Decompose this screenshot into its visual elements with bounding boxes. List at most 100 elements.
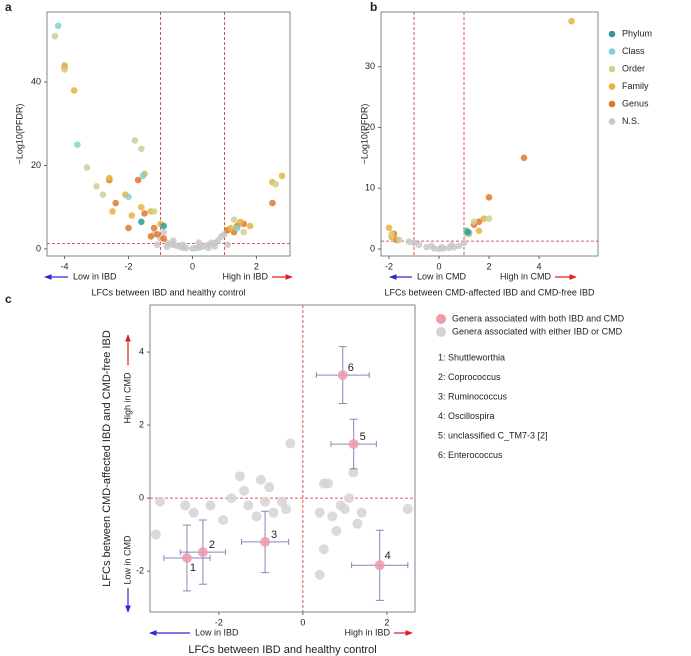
- point: [226, 493, 237, 504]
- point: [568, 17, 575, 25]
- point: [240, 228, 247, 236]
- point: [423, 243, 430, 251]
- y-tick-label: 2: [139, 419, 144, 429]
- annotation: High in CMD: [500, 271, 552, 281]
- point: [154, 241, 161, 249]
- x-tick-label: 2: [254, 261, 259, 271]
- point: [314, 507, 325, 518]
- legend-marker: [608, 30, 616, 38]
- point: [388, 230, 395, 238]
- legend-label: Family: [622, 81, 649, 91]
- point: [180, 500, 191, 511]
- legend-marker: [608, 100, 616, 108]
- annotation: Low in IBD: [73, 271, 117, 281]
- x-tick-label: -2: [125, 261, 133, 271]
- point: [160, 228, 168, 236]
- point: [106, 174, 113, 182]
- point: [356, 507, 367, 518]
- point: [269, 199, 276, 207]
- point: [160, 235, 168, 242]
- x-tick-label: 2: [384, 617, 389, 627]
- point: [268, 507, 279, 518]
- point-label: 2: [209, 539, 215, 551]
- point: [74, 141, 81, 148]
- legend-label: N.S.: [622, 116, 640, 126]
- genus-list-item: 5: unclassified C_TM7-3 [2]: [438, 430, 548, 440]
- point: [314, 569, 325, 580]
- point: [138, 218, 145, 226]
- point: [460, 239, 468, 247]
- legend-label: Phylum: [622, 28, 652, 38]
- point: [335, 500, 346, 511]
- y-axis-label: −Log10(PFDR): [359, 104, 369, 165]
- point-label: 3: [271, 529, 277, 541]
- legend-marker: [608, 83, 616, 90]
- point: [141, 210, 148, 217]
- point: [264, 482, 275, 493]
- point: [415, 241, 423, 249]
- point: [109, 208, 116, 215]
- point: [125, 193, 132, 201]
- point: [395, 236, 403, 244]
- annotation: Low in CMD: [122, 535, 132, 585]
- point: [70, 87, 78, 94]
- point: [181, 552, 192, 563]
- point: [54, 22, 62, 30]
- point: [239, 485, 250, 496]
- point: [260, 496, 271, 507]
- point: [188, 507, 199, 518]
- y-tick-label: 0: [370, 243, 375, 253]
- y-tick-label: 40: [31, 76, 41, 86]
- point: [230, 216, 238, 224]
- legend-marker: [608, 118, 616, 125]
- genus-list-item: 2: Coprococcus: [438, 372, 501, 382]
- point: [233, 224, 241, 232]
- point: [352, 518, 363, 529]
- x-tick-label: -2: [385, 261, 393, 271]
- annotation: Low in CMD: [417, 271, 467, 281]
- point-label: 1: [190, 562, 196, 574]
- point: [134, 176, 142, 184]
- plot-frame: [46, 11, 291, 257]
- y-tick-label: 20: [365, 122, 375, 132]
- point: [205, 500, 216, 511]
- point-label: 4: [385, 550, 391, 562]
- y-tick-label: 0: [139, 492, 144, 502]
- annotation: High in CMD: [122, 372, 132, 424]
- point: [197, 547, 208, 558]
- point: [323, 478, 334, 489]
- point: [234, 471, 245, 482]
- point: [163, 243, 171, 251]
- x-tick-label: 0: [190, 261, 195, 271]
- point: [131, 137, 139, 144]
- point: [147, 233, 155, 240]
- annotation: High in IBD: [222, 271, 268, 281]
- point: [374, 560, 385, 571]
- point: [179, 241, 187, 249]
- point: [154, 231, 161, 238]
- point: [251, 511, 262, 522]
- y-tick-label: 4: [139, 346, 144, 356]
- y-tick-label: 30: [365, 61, 375, 71]
- point: [155, 496, 166, 507]
- point: [224, 241, 231, 249]
- point: [520, 154, 528, 162]
- point: [348, 467, 359, 478]
- point: [410, 239, 418, 247]
- x-tick-label: -4: [61, 261, 69, 271]
- x-axis-label: LFCs between IBD and healthy control: [91, 287, 245, 297]
- x-tick-label: 0: [300, 617, 305, 627]
- y-axis-label: −Log10(PFDR): [14, 104, 24, 165]
- point: [227, 224, 235, 232]
- genus-list-item: 3: Ruminococcus: [438, 391, 508, 401]
- y-tick-label: -2: [136, 565, 144, 575]
- annotation: High in IBD: [344, 627, 390, 637]
- x-tick-label: 4: [536, 261, 541, 271]
- point: [243, 500, 254, 511]
- legend-label: Genera associated with both IBD and CMD: [452, 313, 625, 323]
- plot-frame: [149, 304, 416, 613]
- point: [150, 208, 158, 215]
- point: [278, 172, 286, 180]
- legend-label: Genera associated with either IBD or CMD: [452, 326, 623, 336]
